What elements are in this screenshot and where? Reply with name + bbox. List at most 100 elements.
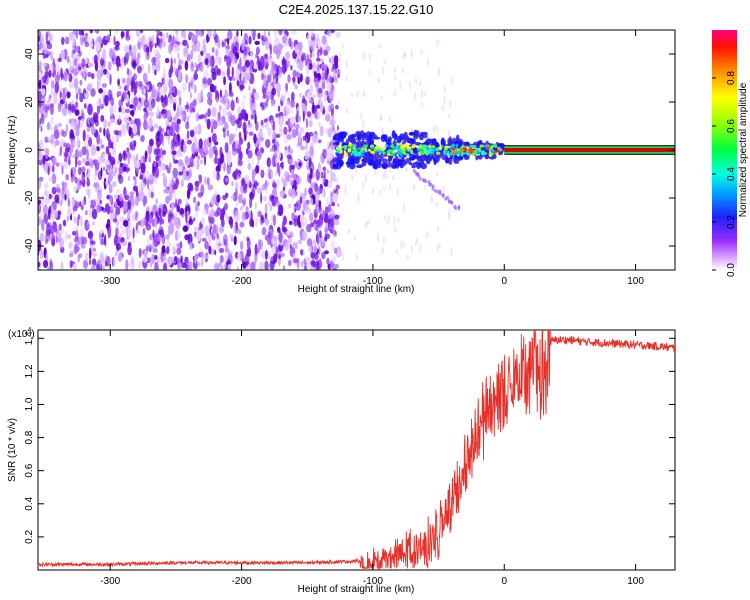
spectrogram-noise-cell	[251, 30, 256, 40]
spectrogram-transition-cell	[429, 148, 433, 152]
spectrogram-noise-cell	[277, 91, 281, 98]
spectrogram-noise-cell	[187, 260, 193, 270]
spectrogram-noise-cell	[210, 210, 213, 216]
spectrogram-noise-cell	[91, 258, 97, 267]
spectrogram-transition-cell	[492, 143, 498, 148]
spectrogram-noise-cell	[337, 249, 341, 257]
spectrogram-noise-cell	[154, 255, 158, 260]
spectrogram-noise-cell	[216, 97, 219, 107]
spectrogram-noise-cell	[71, 166, 77, 176]
spectrogram-noise-cell	[233, 223, 237, 232]
spectrogram-noise-cell	[166, 246, 170, 255]
spectrogram-noise-cell	[175, 176, 179, 184]
spectrogram-noise-cell	[262, 87, 267, 97]
spectrogram-transition-cell	[402, 147, 406, 151]
spectrogram-noise-cell	[50, 80, 55, 89]
spectrogram-noise-cell	[443, 85, 446, 93]
spectrogram-noise-cell	[331, 115, 334, 120]
spectrogram-noise-cell	[171, 176, 174, 187]
spectrogram-noise-cell	[309, 142, 314, 149]
spectrogram-noise-cell	[295, 128, 299, 137]
spectrogram-noise-cell	[227, 263, 231, 270]
spectrogram-noise-cell	[236, 80, 240, 87]
spectrogram-noise-cell	[184, 155, 190, 164]
spectrogram-noise-cell	[232, 133, 236, 138]
spectrogram-noise-cell	[321, 251, 326, 260]
spectrogram-noise-cell	[357, 193, 360, 204]
spectrogram-noise-cell	[167, 211, 172, 224]
spectrogram-noise-cell	[331, 255, 336, 264]
spectrogram-noise-cell	[277, 226, 281, 233]
spectrogram-transition-cell	[384, 136, 388, 143]
spectrogram-transition-cell	[368, 133, 373, 142]
spectrogram-noise-cell	[211, 71, 217, 81]
spectrogram-noise-cell	[89, 117, 95, 126]
spectrogram-noise-cell	[229, 218, 234, 229]
spectrogram-noise-cell	[271, 188, 277, 197]
spectrogram-noise-cell	[276, 150, 282, 160]
spectrogram-noise-cell	[129, 191, 135, 196]
spectrogram-transition-cell	[414, 130, 420, 138]
spectrogram-noise-cell	[168, 191, 173, 201]
spectrogram-noise-cell	[127, 154, 131, 165]
spectrogram-noise-cell	[226, 66, 230, 78]
spectrogram-noise-cell	[122, 150, 128, 161]
spectrogram-noise-cell	[119, 193, 123, 202]
spectrogram-transition-cell	[432, 155, 440, 163]
spectrogram-transition-cell	[451, 147, 456, 151]
spectrogram-noise-cell	[45, 31, 48, 43]
spectrogram-noise-cell	[302, 110, 305, 122]
spectrogram-noise-cell	[193, 226, 198, 233]
spectrogram-noise-cell	[130, 76, 135, 89]
spectrogram-noise-cell	[218, 104, 222, 112]
spectrogram-noise-cell	[231, 146, 237, 156]
spectrogram-transition-cell	[334, 133, 339, 138]
spectrogram-noise-cell	[216, 245, 220, 251]
spectrogram-noise-cell	[299, 196, 303, 205]
spectrogram-transition-cell	[354, 149, 358, 154]
spectrogram-noise-cell	[273, 253, 278, 264]
spectrogram-noise-cell	[185, 121, 190, 130]
spectrogram-noise-cell	[239, 80, 244, 92]
spectrogram-noise-cell	[87, 71, 92, 78]
spectrogram-transition-cell	[404, 143, 408, 148]
spectrogram-noise-cell	[280, 176, 284, 184]
spectrogram-noise-cell	[161, 40, 167, 48]
spectrogram-noise-cell	[92, 247, 96, 253]
spectrogram-noise-cell	[265, 79, 268, 91]
spectrogram-transition-cell	[431, 138, 437, 143]
spectrogram-transition-cell	[423, 144, 428, 149]
spectrogram-noise-cell	[142, 227, 146, 236]
spectrogram-noise-cell	[323, 188, 326, 198]
tone-band-core	[504, 148, 675, 152]
spectrogram-noise-cell	[64, 151, 69, 159]
spectrogram-noise-cell	[90, 240, 96, 245]
spectrogram-noise-cell	[327, 151, 333, 162]
spectrogram-noise-cell	[237, 106, 242, 114]
spectrogram-noise-cell	[228, 76, 233, 81]
spectrogram-noise-cell	[173, 159, 179, 164]
snr-series-line	[38, 330, 675, 570]
spectrogram-noise-cell	[142, 196, 146, 207]
spectrogram-noise-cell	[38, 30, 42, 37]
spectrogram-transition-cell	[346, 160, 351, 168]
spectrogram-noise-cell	[294, 204, 298, 210]
spectrogram-noise-cell	[171, 201, 174, 211]
spectrogram-noise-cell	[160, 203, 164, 212]
spectrogram-noise-cell	[132, 44, 137, 57]
spectrogram-noise-cell	[180, 59, 184, 65]
spectrogram-noise-cell	[226, 129, 230, 137]
spectrogram-noise-cell	[413, 183, 416, 191]
spectrogram-transition-cell	[337, 159, 344, 167]
spectrogram-noise-cell	[172, 134, 179, 145]
spectrogram-noise-cell	[399, 80, 402, 90]
spectrogram-noise-cell	[160, 95, 164, 103]
colorbar-gradient	[712, 30, 737, 270]
spectrogram-noise-cell	[387, 214, 391, 222]
spectrogram-noise-cell	[247, 149, 253, 159]
spectrogram-noise-cell	[155, 52, 161, 60]
spectrogram-noise-cell	[332, 192, 338, 204]
colorbar-tick-label: 0.4	[726, 167, 737, 181]
spectrogram-noise-cell	[72, 231, 76, 236]
spectrogram-noise-cell	[105, 160, 110, 166]
